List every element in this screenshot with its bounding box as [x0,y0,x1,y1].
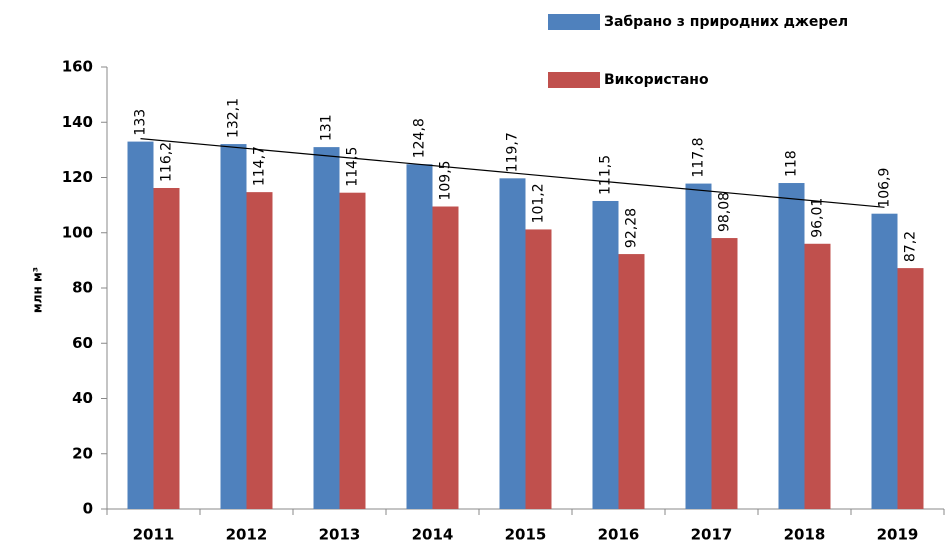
bar [153,187,180,509]
value-label: 133 [133,109,149,136]
bar [220,144,247,510]
bar [804,243,831,509]
value-label: 87,2 [903,231,919,262]
x-tick-label: 2017 [691,526,733,544]
y-tick-label: 20 [72,444,93,462]
value-label: 131 [319,114,335,141]
y-tick-label: 160 [62,58,93,76]
value-label: 124,8 [412,118,428,158]
value-label: 101,2 [531,183,547,223]
bar [711,238,738,509]
bar [592,200,619,509]
value-label: 96,01 [810,198,826,238]
value-label: 106,9 [877,168,893,208]
bar [618,254,645,509]
value-label: 92,28 [624,208,640,248]
bar [339,192,366,509]
x-tick-label: 2012 [226,526,268,544]
bar [499,178,526,510]
legend-label: Використано [604,72,709,88]
y-axis-label: млн м³ [31,267,45,313]
bar [778,183,805,509]
x-tick-label: 2013 [319,526,361,544]
y-tick-label: 100 [62,223,93,241]
y-tick-label: 140 [62,113,93,131]
value-label: 111,5 [598,155,614,195]
bar [246,192,273,510]
bar [432,206,459,509]
y-tick-label: 80 [72,279,93,297]
value-label: 118 [784,150,800,177]
bar [406,164,433,510]
value-label: 98,08 [717,192,733,232]
legend-swatch [548,14,600,30]
value-label: 119,7 [505,132,521,172]
x-tick-label: 2016 [598,526,640,544]
trendline [140,138,885,208]
value-label: 116,2 [159,142,175,182]
y-tick-label: 60 [72,334,93,352]
y-tick-label: 0 [83,500,93,518]
x-tick-label: 2019 [877,526,919,544]
bar [897,268,924,509]
bar [871,213,898,509]
bar [525,229,552,509]
bar [685,183,712,509]
y-tick-label: 40 [72,389,93,407]
legend-label: Забрано з природних джерел [604,14,848,30]
y-tick-label: 120 [62,168,93,186]
x-tick-label: 2015 [505,526,547,544]
bar [313,147,340,510]
x-tick-label: 2011 [133,526,175,544]
value-label: 132,1 [226,98,242,138]
x-tick-label: 2014 [412,526,454,544]
value-label: 117,8 [691,137,707,177]
value-label: 114,5 [345,147,361,187]
value-label: 109,5 [438,160,454,200]
bar [127,141,154,509]
x-tick-label: 2018 [784,526,826,544]
value-label: 114,7 [252,146,268,186]
legend-swatch [548,72,600,88]
